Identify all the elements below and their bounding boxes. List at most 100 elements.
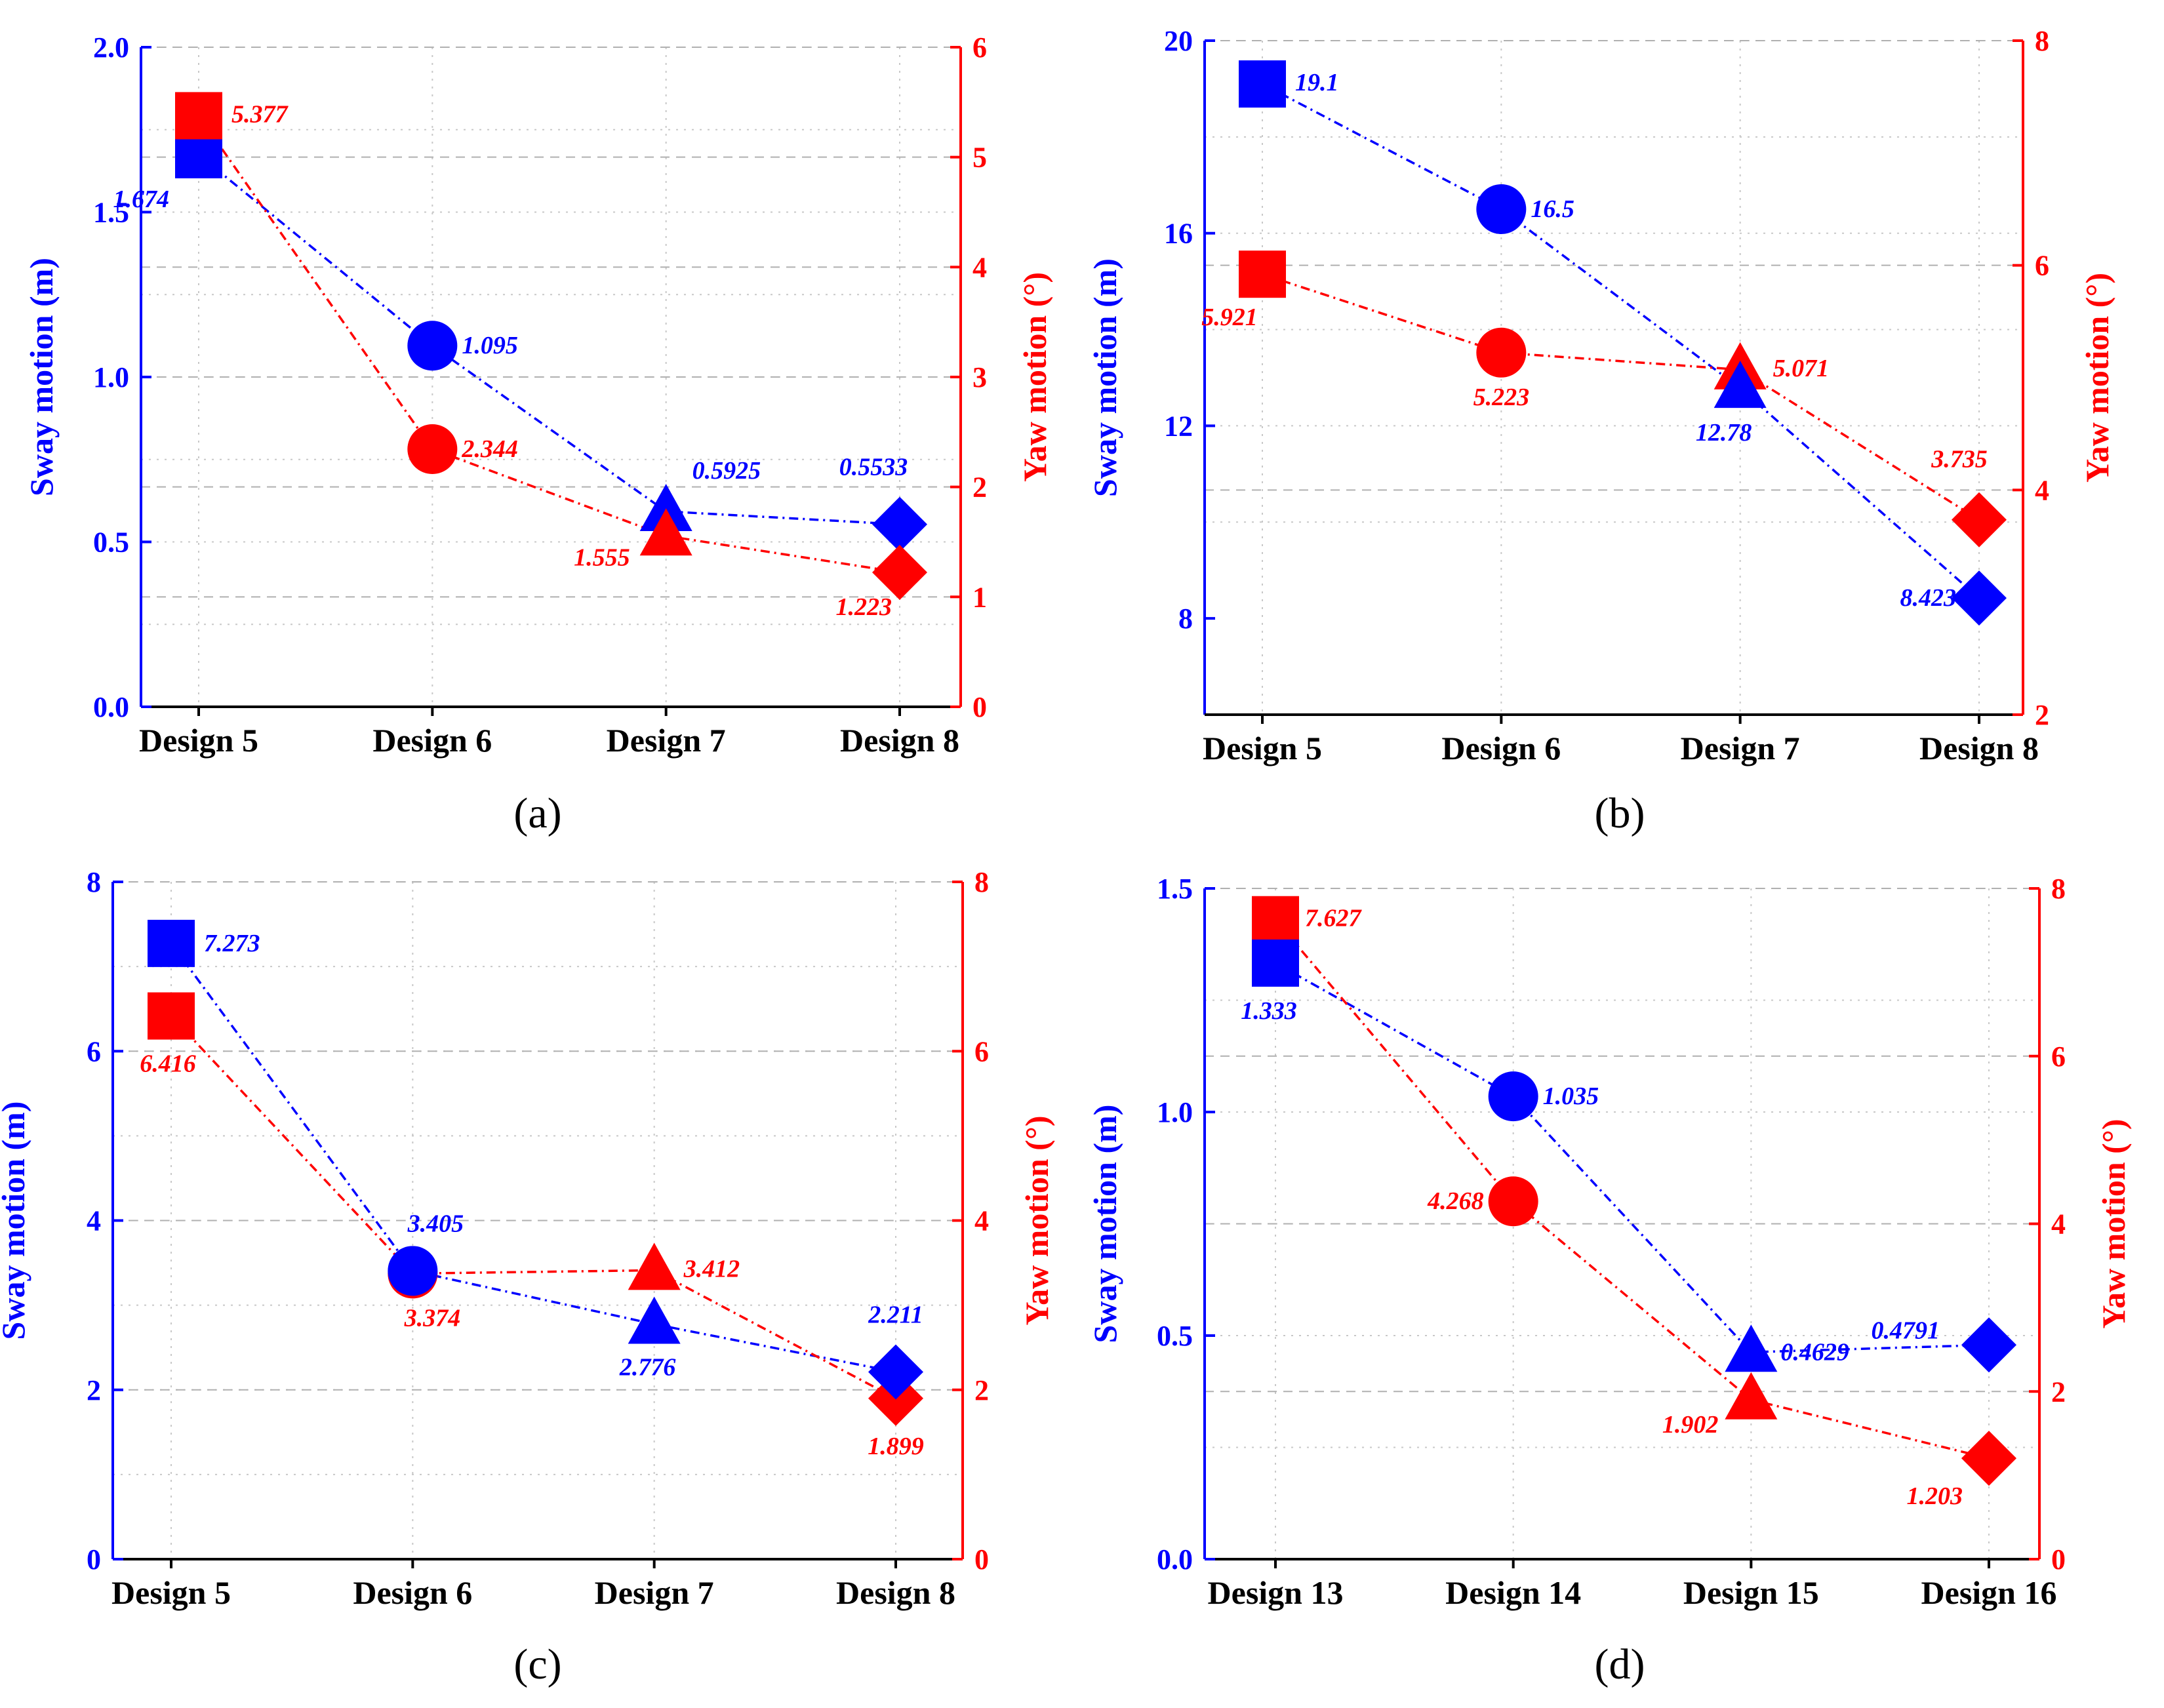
sway-series-line <box>197 153 900 526</box>
yaw-data-label: 3.412 <box>683 1255 740 1282</box>
category-label: Design 5 <box>111 1574 231 1611</box>
right-tick-label: 1 <box>972 581 987 613</box>
category-label: Design 6 <box>1441 730 1561 766</box>
sway-marker-triangle <box>1713 361 1767 408</box>
left-tick-label: 2 <box>87 1374 101 1406</box>
sway-marker-triangle <box>1725 1324 1778 1372</box>
sway-data-label: 7.273 <box>204 930 260 957</box>
yaw-data-label: 5.377 <box>231 100 289 128</box>
right-tick-label: 8 <box>2051 873 2066 905</box>
yaw-series-line <box>1274 919 1990 1460</box>
yaw-data-label: 1.902 <box>1662 1411 1719 1439</box>
left-tick-label: 0.0 <box>1157 1543 1193 1576</box>
sway-series-line <box>1262 83 1980 599</box>
chart-panel-c: 0 2 4 6 8 0 2 4 6 8 Design 5 Design 6 Design 7 Design… <box>0 866 1055 1688</box>
yaw-data-label: 1.555 <box>574 544 630 571</box>
sway-data-label: 2.211 <box>868 1301 923 1329</box>
category-label: Design 7 <box>1681 730 1800 766</box>
category-label: Design 16 <box>1921 1574 2057 1611</box>
left-tick-label: 4 <box>87 1205 101 1237</box>
yaw-data-label: 7.627 <box>1305 905 1363 932</box>
right-tick-label: 4 <box>2051 1208 2066 1241</box>
yaw-marker-square <box>1239 250 1286 298</box>
sway-data-label: 0.5533 <box>839 454 908 481</box>
left-axis-title: Sway motion (m) <box>1087 258 1123 497</box>
right-axis-title: Yaw motion (°) <box>2095 1119 2132 1329</box>
yaw-marker-square <box>1252 896 1299 943</box>
sway-series-line <box>1275 962 1990 1354</box>
yaw-data-label: 6.416 <box>140 1050 196 1078</box>
left-tick-label: 12 <box>1164 410 1193 442</box>
yaw-data-label: 5.071 <box>1773 355 1830 382</box>
yaw-data-label: 3.735 <box>1931 446 1988 473</box>
chart-panel-a: 0.0 0.5 1.0 1.5 2.0 0 1 2 3 4 5 6 Design 5 Design 6 De… <box>23 31 1053 837</box>
left-tick-label: 1.5 <box>93 197 129 229</box>
right-tick-label: 2 <box>2051 1376 2066 1408</box>
yaw-marker-diamond <box>872 544 927 600</box>
right-tick-label: 8 <box>2035 25 2049 57</box>
sway-marker-triangle <box>628 1296 681 1344</box>
left-tick-label: 20 <box>1164 25 1193 57</box>
left-tick-label: 8 <box>1178 603 1193 635</box>
sway-marker-circle <box>1476 184 1527 234</box>
right-tick-label: 4 <box>974 1205 989 1237</box>
sway-data-label: 0.5925 <box>692 457 761 485</box>
sway-data-label: 12.78 <box>1696 419 1752 447</box>
left-tick-label: 0 <box>87 1543 101 1576</box>
category-label: Design 6 <box>353 1574 472 1611</box>
sway-data-label: 8.423 <box>1900 584 1957 612</box>
yaw-marker-square <box>148 992 195 1040</box>
yaw-data-label: 1.203 <box>1907 1482 1963 1510</box>
left-tick-label: 1.0 <box>93 361 129 393</box>
sway-data-label: 0.4629 <box>1780 1338 1849 1366</box>
sway-data-label: 3.405 <box>407 1210 464 1237</box>
category-label: Design 15 <box>1683 1574 1819 1611</box>
category-label: Design 7 <box>607 722 726 759</box>
sway-data-label: 1.333 <box>1241 997 1297 1025</box>
yaw-marker-circle <box>1488 1176 1538 1227</box>
right-tick-label: 4 <box>2035 474 2049 506</box>
yaw-marker-circle <box>407 424 458 474</box>
right-tick-label: 0 <box>2051 1543 2066 1576</box>
yaw-data-label: 5.223 <box>1473 384 1530 411</box>
yaw-data-label: 2.344 <box>461 435 518 463</box>
category-label: Design 8 <box>1919 730 2039 766</box>
right-tick-label: 2 <box>2035 699 2049 731</box>
left-tick-label: 8 <box>87 866 101 898</box>
left-axis-title: Sway motion (m) <box>0 1102 31 1340</box>
yaw-data-label: 3.374 <box>404 1304 461 1332</box>
sway-marker-diamond <box>872 496 927 552</box>
left-axis-title: Sway motion (m) <box>1087 1105 1123 1343</box>
category-label: Design 14 <box>1445 1574 1581 1611</box>
yaw-marker-diamond <box>1952 492 2007 547</box>
left-tick-label: 2.0 <box>93 31 129 64</box>
sway-data-label: 19.1 <box>1295 69 1339 96</box>
yaw-marker-triangle <box>639 508 692 556</box>
left-tick-label: 16 <box>1164 218 1193 250</box>
right-tick-label: 6 <box>2035 250 2049 282</box>
panel-caption: (c) <box>513 1640 561 1688</box>
sway-data-label: 16.5 <box>1531 195 1574 223</box>
right-axis-title: Yaw motion (°) <box>1016 272 1053 482</box>
left-axis-title: Sway motion (m) <box>23 258 60 496</box>
sway-marker-circle <box>1488 1071 1538 1122</box>
right-tick-label: 5 <box>972 142 987 174</box>
right-tick-label: 6 <box>974 1035 989 1067</box>
yaw-series-line <box>170 1015 896 1400</box>
left-tick-label: 0.5 <box>1157 1320 1193 1352</box>
sway-marker-square <box>148 919 195 967</box>
yaw-data-label: 4.268 <box>1427 1187 1484 1215</box>
sway-marker-diamond <box>1961 1317 2016 1373</box>
right-tick-label: 0 <box>974 1543 989 1576</box>
category-label: Design 8 <box>836 1574 955 1611</box>
sway-marker-triangle <box>639 483 692 531</box>
sway-marker-circle <box>388 1246 438 1296</box>
panel-caption: (a) <box>513 789 561 837</box>
sway-data-label: 1.674 <box>113 186 170 213</box>
category-label: Design 7 <box>595 1574 714 1611</box>
left-tick-label: 0.0 <box>93 691 129 723</box>
right-axis-title: Yaw motion (°) <box>2079 273 2115 483</box>
category-label: Design 5 <box>1203 730 1322 766</box>
